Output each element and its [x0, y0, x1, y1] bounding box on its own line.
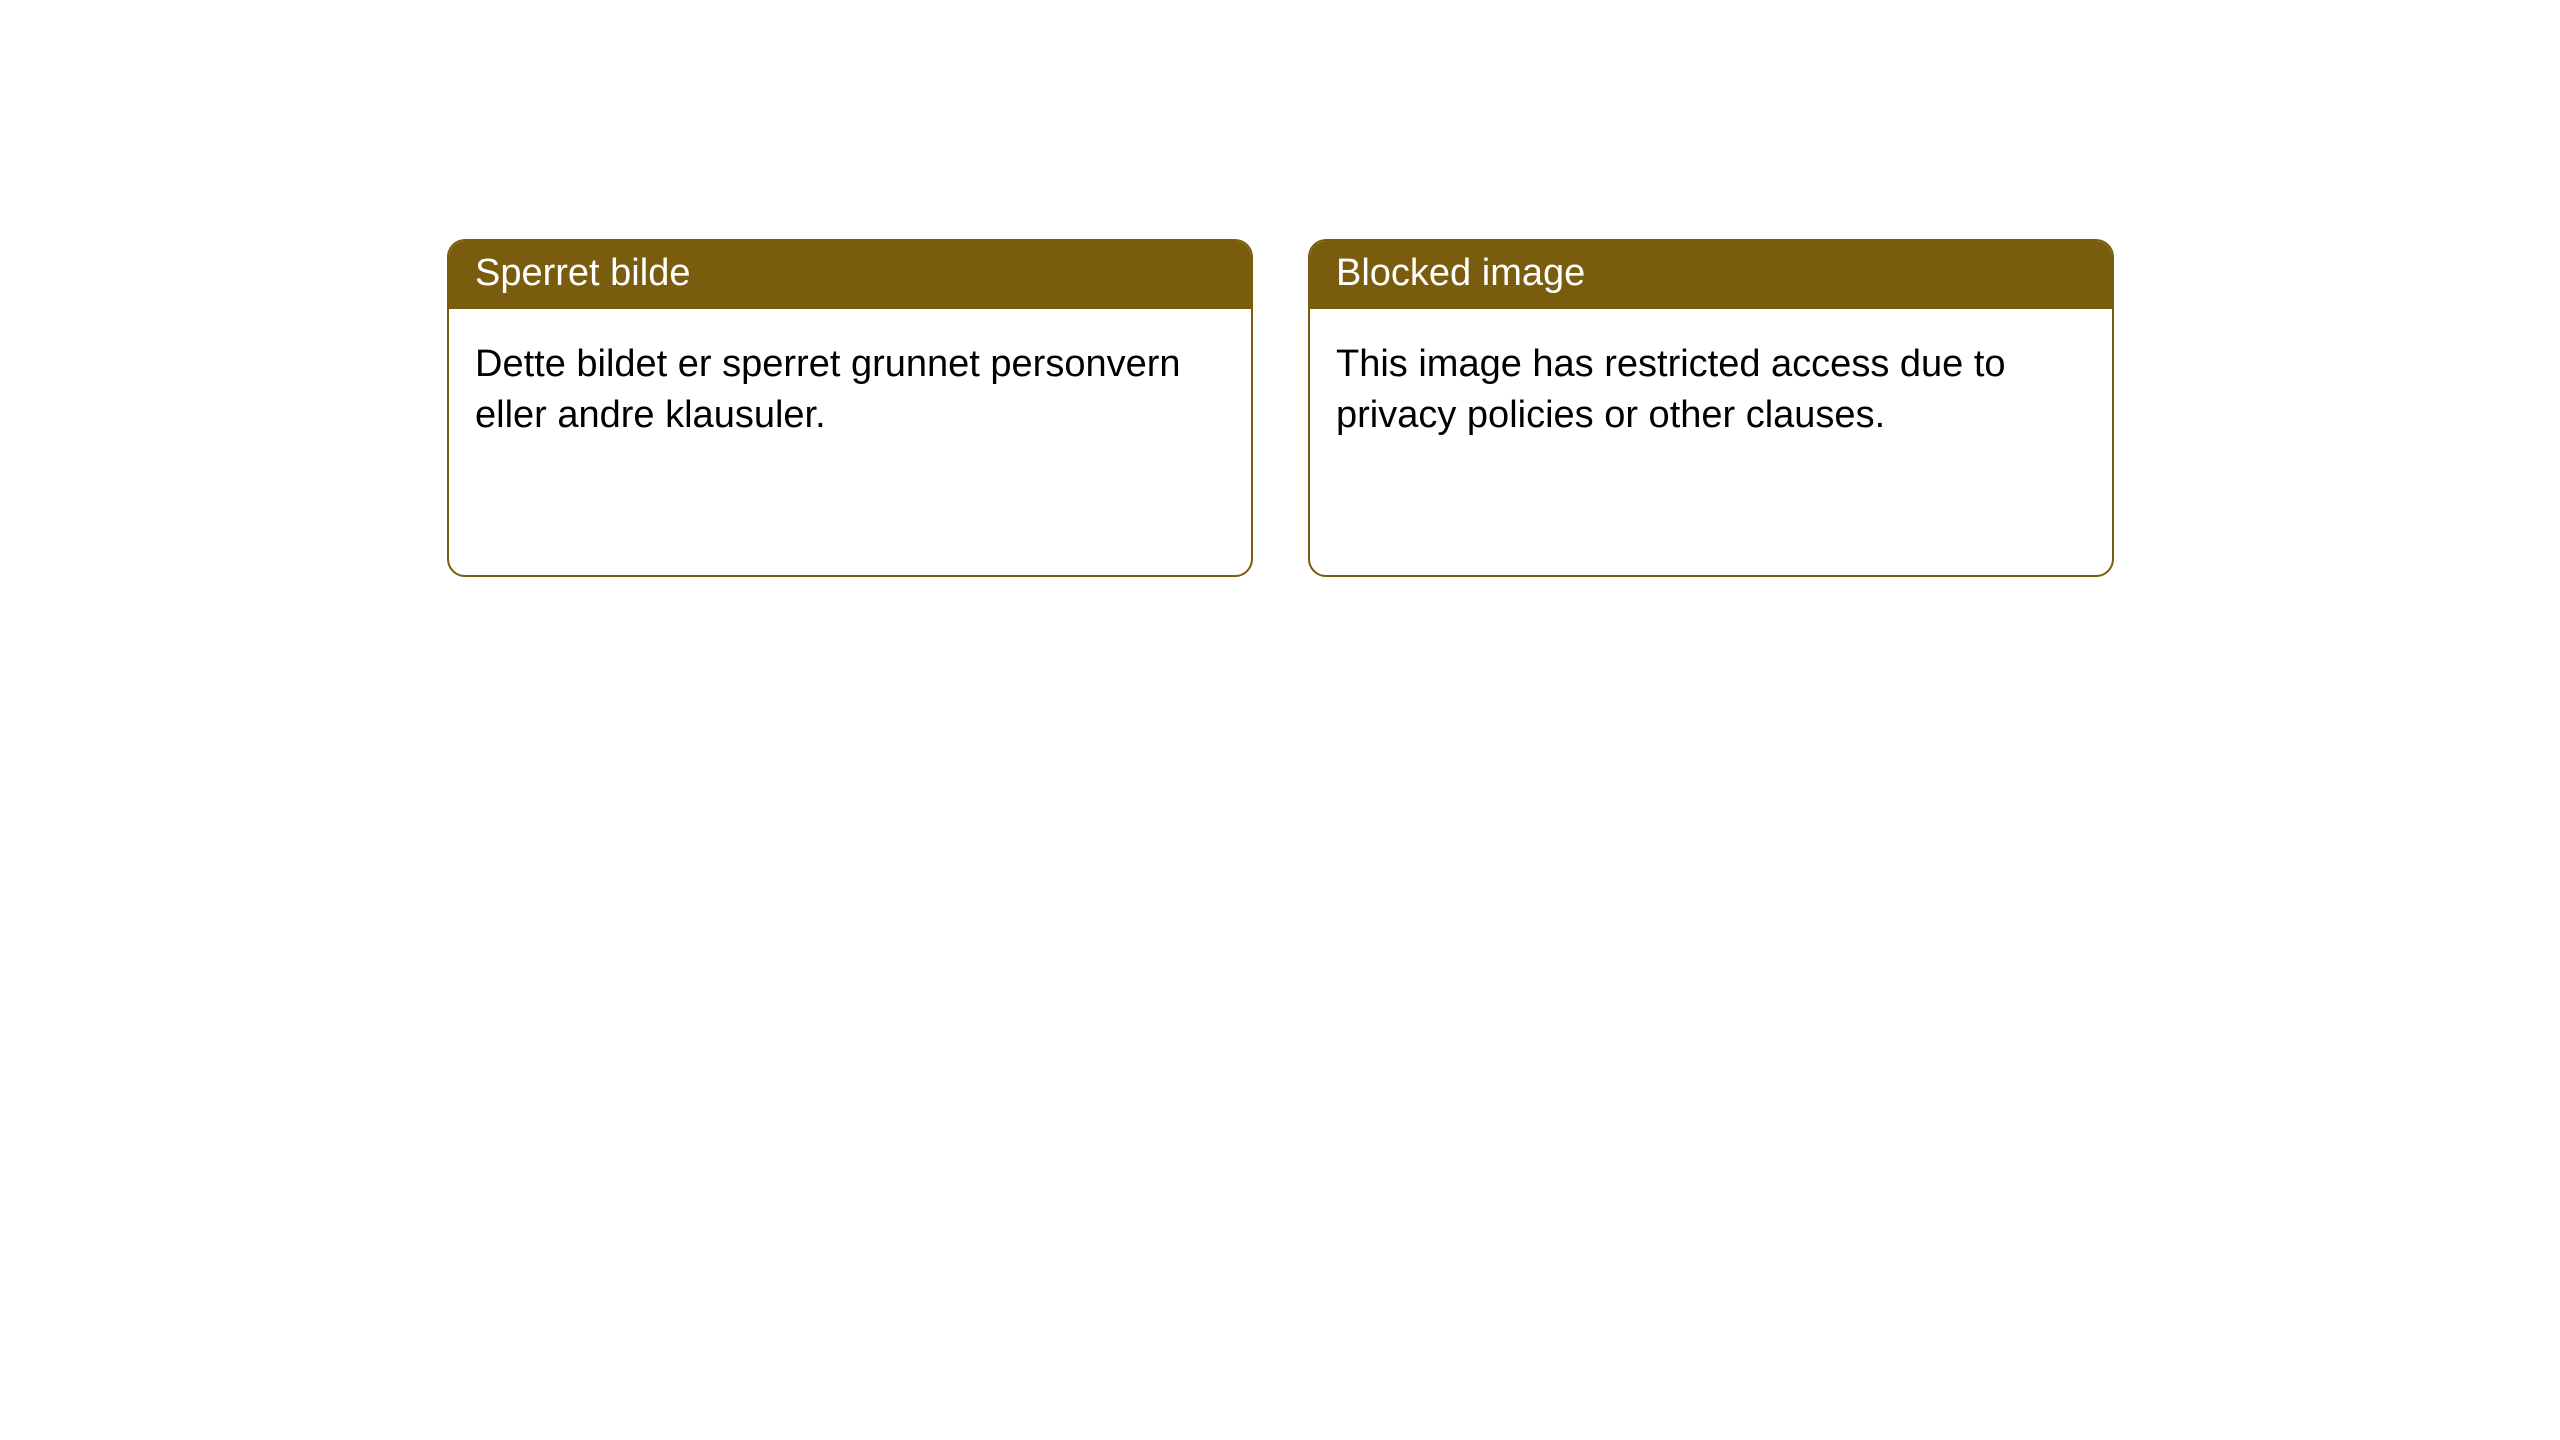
notice-title-norwegian: Sperret bilde: [475, 252, 690, 294]
notice-container: Sperret bilde Dette bildet er sperret gr…: [0, 0, 2560, 577]
notice-text-norwegian: Dette bildet er sperret grunnet personve…: [475, 343, 1181, 436]
notice-header-norwegian: Sperret bilde: [449, 241, 1251, 309]
notice-card-norwegian: Sperret bilde Dette bildet er sperret gr…: [447, 239, 1253, 577]
notice-card-english: Blocked image This image has restricted …: [1308, 239, 2114, 577]
notice-text-english: This image has restricted access due to …: [1336, 343, 2006, 436]
notice-title-english: Blocked image: [1336, 252, 1585, 294]
notice-body-english: This image has restricted access due to …: [1310, 309, 2112, 472]
notice-header-english: Blocked image: [1310, 241, 2112, 309]
notice-body-norwegian: Dette bildet er sperret grunnet personve…: [449, 309, 1251, 472]
